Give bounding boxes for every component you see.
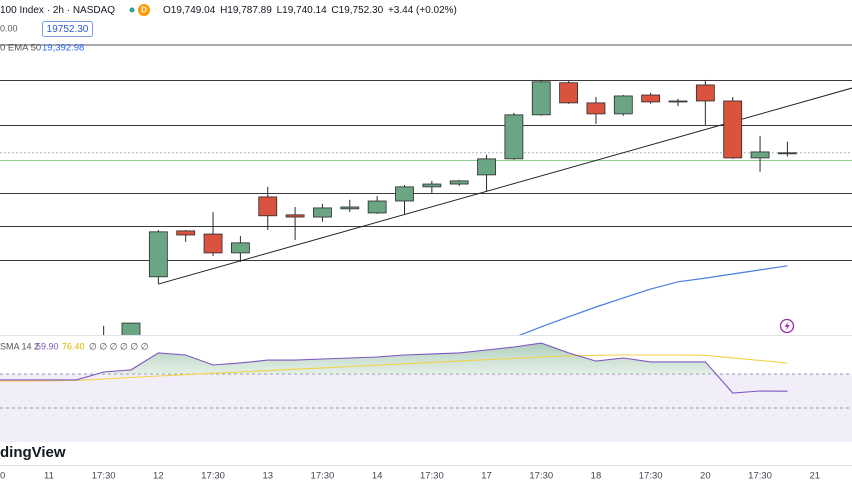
candle-body [230, 242, 250, 254]
rsi-pane [0, 342, 852, 442]
candle-body [668, 100, 688, 103]
status-dot [129, 7, 135, 13]
x-tick-label: 17:30 [529, 471, 553, 482]
candle-body [641, 94, 661, 103]
candle-body [258, 196, 278, 217]
price-tag-box[interactable] [42, 21, 93, 37]
candle-body [586, 102, 606, 115]
x-tick-label: 12 [153, 471, 164, 482]
price-pane [0, 79, 852, 335]
layers: 0 11 17:30 12 17:30 13 17:30 14 17:30 17 17:30 18 17… [0, 79, 852, 482]
candle-body [422, 183, 442, 188]
na-values: ∅ ∅ ∅ ∅ ∅ ∅ [89, 341, 149, 351]
x-tick-label: 11 [44, 471, 54, 482]
ohlc-value: 19,752.30 [339, 5, 384, 16]
ema-label: 0 EMA 50 [0, 43, 41, 54]
ohlc-label: O [163, 5, 171, 16]
x-tick-label: 14 [372, 471, 383, 482]
x-tick-label: 20 [700, 471, 711, 482]
candle-body [695, 84, 715, 102]
ohlc-label: H [220, 5, 227, 16]
candle-body [395, 186, 414, 202]
candle-body [367, 200, 387, 214]
candle-body [449, 180, 469, 185]
candle-body [176, 230, 196, 236]
alert-icon[interactable] [779, 318, 795, 334]
rsi-line [0, 342, 788, 394]
ohlc: O19,749.04 H19,787.89 L19,740.14 C19,752… [163, 5, 457, 16]
ohlc-label: L [277, 5, 283, 16]
x-tick-label: 17:30 [420, 471, 444, 482]
candle-body [477, 158, 496, 176]
x-tick-label: 13 [262, 471, 273, 482]
candle-body [531, 81, 551, 116]
x-tick-label: 21 [809, 471, 820, 482]
header: 100 Index · 2h · NASDAQ [0, 5, 115, 16]
candle-body [750, 151, 770, 159]
ohlc-value: 19,749.04 [171, 5, 216, 16]
x-tick-label: 17:30 [748, 471, 772, 482]
logo: dingView [0, 444, 66, 461]
candle-body [613, 95, 633, 115]
ohlc-label: C [331, 5, 338, 16]
candle-body [723, 100, 743, 159]
ema-value: 19,392.98 [42, 43, 84, 54]
candle-body [148, 231, 168, 278]
candle-body [778, 152, 797, 155]
candle-body [313, 207, 332, 218]
candle-body [121, 322, 141, 335]
candle-body [559, 82, 578, 104]
rsi-name: SMA 14 2 [0, 341, 39, 351]
candle-body [504, 114, 524, 160]
x-tick-label: 17:30 [311, 471, 335, 482]
x-tick-label: 17:30 [92, 471, 116, 482]
x-tick-label: 17:30 [201, 471, 225, 482]
ohlc-value: 19,740.14 [282, 5, 327, 16]
badge [138, 4, 150, 16]
ema-line [518, 265, 788, 335]
candle-body [340, 206, 360, 210]
rsi-line [0, 354, 788, 382]
change: +3.44 (+0.02%) [388, 5, 457, 16]
candle-body [203, 233, 223, 254]
price-tag: 19752.30 [47, 24, 89, 35]
candle-body [285, 214, 305, 218]
x-tick-label: 17:30 [639, 471, 663, 482]
rsi-overbought-fill [0, 343, 788, 374]
rsi-value: 59.90 [36, 341, 59, 351]
sma-value: 76.40 [62, 341, 85, 351]
x-tick-label: 18 [591, 471, 602, 482]
x-tick-label: 0 [0, 471, 5, 482]
alert-bolt [784, 321, 790, 331]
x-tick-label: 17 [481, 471, 492, 482]
badge-text: D [141, 6, 147, 15]
row2-left: 0.00 [0, 23, 18, 33]
ohlc-value: 19,787.89 [227, 5, 272, 16]
symbol: 100 Index · 2h · NASDAQ [0, 5, 115, 16]
